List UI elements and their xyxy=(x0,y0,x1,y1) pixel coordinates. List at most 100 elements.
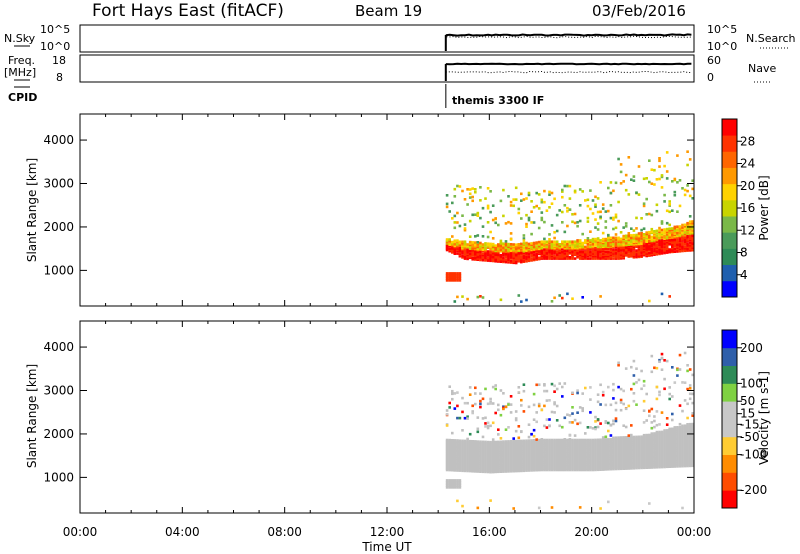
power-scatter-cells xyxy=(445,150,694,303)
power-cell xyxy=(614,241,618,245)
power-cell xyxy=(461,256,464,259)
power-cell xyxy=(589,239,592,242)
power-cell xyxy=(474,213,477,216)
power-cell xyxy=(681,187,684,190)
velocity-cell xyxy=(650,354,654,358)
power-cell xyxy=(548,190,551,194)
velocity-cell xyxy=(527,466,531,470)
velocity-cell xyxy=(517,425,521,428)
velocity-cell xyxy=(494,464,497,467)
velocity-cell xyxy=(571,449,574,452)
velocity-cell xyxy=(619,387,623,391)
colorbar-tick-label: 24 xyxy=(740,157,755,171)
velocity-cell xyxy=(617,448,620,451)
velocity-cell xyxy=(479,452,482,455)
velocity-cell xyxy=(650,448,654,451)
velocity-cell xyxy=(632,374,636,377)
power-cell xyxy=(550,202,554,205)
velocity-cell xyxy=(573,449,577,452)
velocity-cell xyxy=(448,484,451,487)
power-cell xyxy=(688,194,692,198)
power-cell xyxy=(471,187,474,190)
velocity-cell xyxy=(448,457,451,460)
velocity-cell xyxy=(578,506,582,509)
power-cell xyxy=(543,237,546,241)
velocity-cell xyxy=(532,452,536,455)
velocity-cell xyxy=(566,449,569,452)
power-cell xyxy=(658,229,661,232)
velocity-cell xyxy=(648,410,651,413)
power-cell xyxy=(566,249,569,253)
power-cell xyxy=(489,259,492,263)
velocity-cell xyxy=(571,391,574,395)
power-cell xyxy=(445,194,449,197)
velocity-cell xyxy=(494,470,497,474)
velocity-cell xyxy=(635,367,638,370)
power-cell xyxy=(668,227,671,230)
power-cell xyxy=(561,296,564,300)
velocity-cell xyxy=(650,450,654,454)
velocity-cell xyxy=(686,438,689,442)
velocity-cell xyxy=(486,424,490,428)
power-cell xyxy=(604,237,608,241)
velocity-cell xyxy=(686,364,689,367)
velocity-cell xyxy=(648,502,651,505)
velocity-cell xyxy=(614,408,618,412)
velocity-cell xyxy=(543,404,546,408)
power-cell xyxy=(453,226,457,230)
power-cell xyxy=(676,154,679,157)
velocity-cell xyxy=(497,433,500,436)
power-cell xyxy=(453,221,457,224)
power-cell xyxy=(445,279,449,282)
power-cell xyxy=(609,191,613,195)
velocity-cell xyxy=(578,421,582,425)
velocity-cell xyxy=(468,451,472,455)
colorbar-segment xyxy=(722,216,737,233)
velocity-cell xyxy=(525,439,528,442)
velocity-cell xyxy=(624,407,628,411)
velocity-cell xyxy=(476,416,480,419)
power-cell xyxy=(596,222,600,225)
power-cell xyxy=(527,191,531,195)
velocity-cell xyxy=(445,451,449,455)
velocity-cell xyxy=(686,462,689,465)
velocity-cell xyxy=(614,458,618,462)
power-cell xyxy=(686,163,689,167)
power-cell xyxy=(658,159,661,163)
velocity-cell xyxy=(576,422,579,426)
velocity-cell xyxy=(648,445,651,449)
velocity-cell xyxy=(517,443,521,447)
velocity-cell xyxy=(514,454,518,457)
velocity-cell xyxy=(476,430,480,434)
power-cell xyxy=(530,259,533,262)
velocity-cell xyxy=(553,459,556,463)
velocity-cell xyxy=(474,402,477,406)
power-cell xyxy=(591,237,595,241)
velocity-cell xyxy=(540,459,544,463)
power-cell xyxy=(550,224,554,227)
power-cell xyxy=(468,192,472,196)
velocity-cell xyxy=(653,453,656,456)
power-cell xyxy=(612,189,615,193)
velocity-cell xyxy=(561,449,564,452)
velocity-cell xyxy=(655,432,659,435)
velocity-cell xyxy=(660,368,664,371)
power-cell xyxy=(476,211,480,215)
power-cell xyxy=(566,240,569,243)
power-cell xyxy=(561,188,564,192)
power-cell xyxy=(642,227,646,230)
velocity-cell xyxy=(655,438,659,442)
power-cell xyxy=(466,243,469,246)
velocity-cell xyxy=(489,459,492,462)
power-cell xyxy=(514,260,518,263)
power-cell xyxy=(665,209,669,213)
velocity-cell xyxy=(463,469,467,473)
velocity-cell xyxy=(614,419,618,423)
velocity-cell xyxy=(619,398,623,402)
velocity-cell xyxy=(458,457,462,461)
velocity-cell xyxy=(668,386,671,389)
velocity-cell xyxy=(686,423,689,426)
velocity-cell xyxy=(635,403,638,406)
power-cell xyxy=(635,233,638,237)
